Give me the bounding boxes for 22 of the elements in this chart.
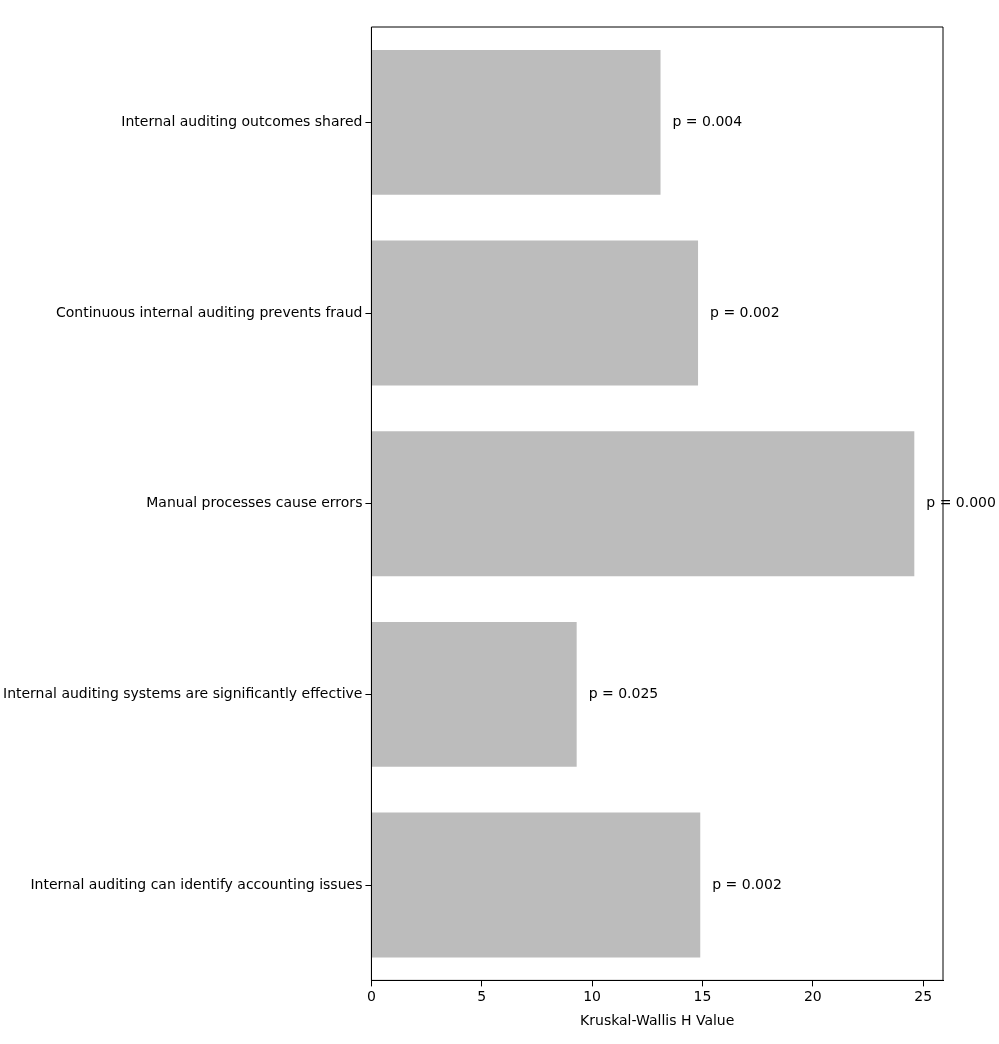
- annotation: p = 0.002: [712, 875, 782, 892]
- x-tick-label: 5: [477, 988, 487, 1005]
- bar: [371, 812, 701, 958]
- y-tick-label: Internal auditing systems are significantly effective: [3, 685, 363, 702]
- bar: [371, 240, 699, 386]
- x-axis-title: Kruskal-Wallis H Value: [580, 1012, 735, 1029]
- x-tick-label: 25: [914, 988, 933, 1005]
- annotation: p = 0.000: [926, 494, 996, 511]
- x-tick-label: 15: [693, 988, 712, 1005]
- x-tick-label: 10: [583, 988, 602, 1005]
- annotation: p = 0.004: [672, 112, 743, 129]
- y-tick-label: Internal auditing can identify accounting issues: [30, 875, 363, 892]
- bar: [371, 49, 661, 195]
- y-tick-label: Internal auditing outcomes shared: [121, 112, 363, 129]
- annotation: p = 0.025: [588, 685, 659, 702]
- y-tick-label: Manual processes cause errors: [146, 494, 363, 511]
- y-tick-label: Continuous internal auditing prevents fraud: [55, 303, 363, 320]
- x-tick-label: 20: [803, 988, 822, 1005]
- x-tick-label: 0: [366, 988, 376, 1005]
- bar: [371, 431, 915, 577]
- annotation: p = 0.002: [710, 303, 780, 320]
- bar: [371, 621, 577, 767]
